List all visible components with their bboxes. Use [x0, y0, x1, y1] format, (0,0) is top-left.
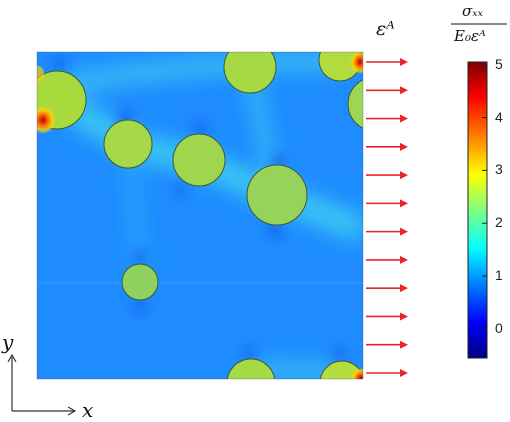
- inclusion: [103, 119, 153, 169]
- inclusion: [347, 79, 363, 129]
- strain-arrow-head: [400, 255, 408, 264]
- coordinate-axes: [7, 353, 77, 416]
- strain-arrow-head: [400, 171, 408, 180]
- colorbar-tick-label: 1: [495, 267, 503, 284]
- colorbar-tick-label: 0: [495, 319, 503, 336]
- strain-arrow-head: [400, 142, 408, 151]
- inclusion: [226, 358, 276, 379]
- stress-hotspots: [37, 52, 363, 379]
- x-axis-label: x: [82, 398, 94, 422]
- strain-arrow-head: [400, 340, 408, 349]
- inclusion: [121, 263, 159, 301]
- y-axis-label: y: [2, 330, 14, 354]
- stress-field-plate: [37, 52, 363, 379]
- strain-arrow-head: [400, 312, 408, 321]
- strain-arrow-head: [400, 369, 408, 377]
- strain-arrow-head: [400, 58, 408, 66]
- y-axis-arrowhead: [7, 353, 17, 363]
- strain-label: εᴬ: [376, 18, 395, 40]
- colorbar-tick-label: 5: [495, 55, 503, 72]
- x-axis-arrowhead: [67, 406, 77, 416]
- inclusion: [246, 164, 308, 226]
- strain-arrow-head: [400, 86, 408, 95]
- applied-strain-arrows: [366, 58, 408, 377]
- inclusion: [172, 133, 226, 187]
- strain-arrow-head: [400, 227, 408, 236]
- inclusion: [223, 52, 277, 94]
- colorbar-tick-label: 4: [495, 108, 503, 125]
- colorbar-tick-label: 3: [495, 161, 503, 178]
- colorbar-gradient: [467, 61, 488, 359]
- strain-arrow-head: [400, 199, 408, 208]
- colorbar-title-denominator: E₀εᴬ: [454, 27, 486, 45]
- colorbar-tick-label: 2: [495, 214, 503, 231]
- strain-arrow-head: [400, 284, 408, 293]
- colorbar: [467, 61, 488, 359]
- colorbar-title-numerator: σₓₓ: [462, 2, 483, 20]
- inclusion: [319, 360, 363, 379]
- inclusions: [37, 52, 363, 379]
- strain-arrow-head: [400, 114, 408, 123]
